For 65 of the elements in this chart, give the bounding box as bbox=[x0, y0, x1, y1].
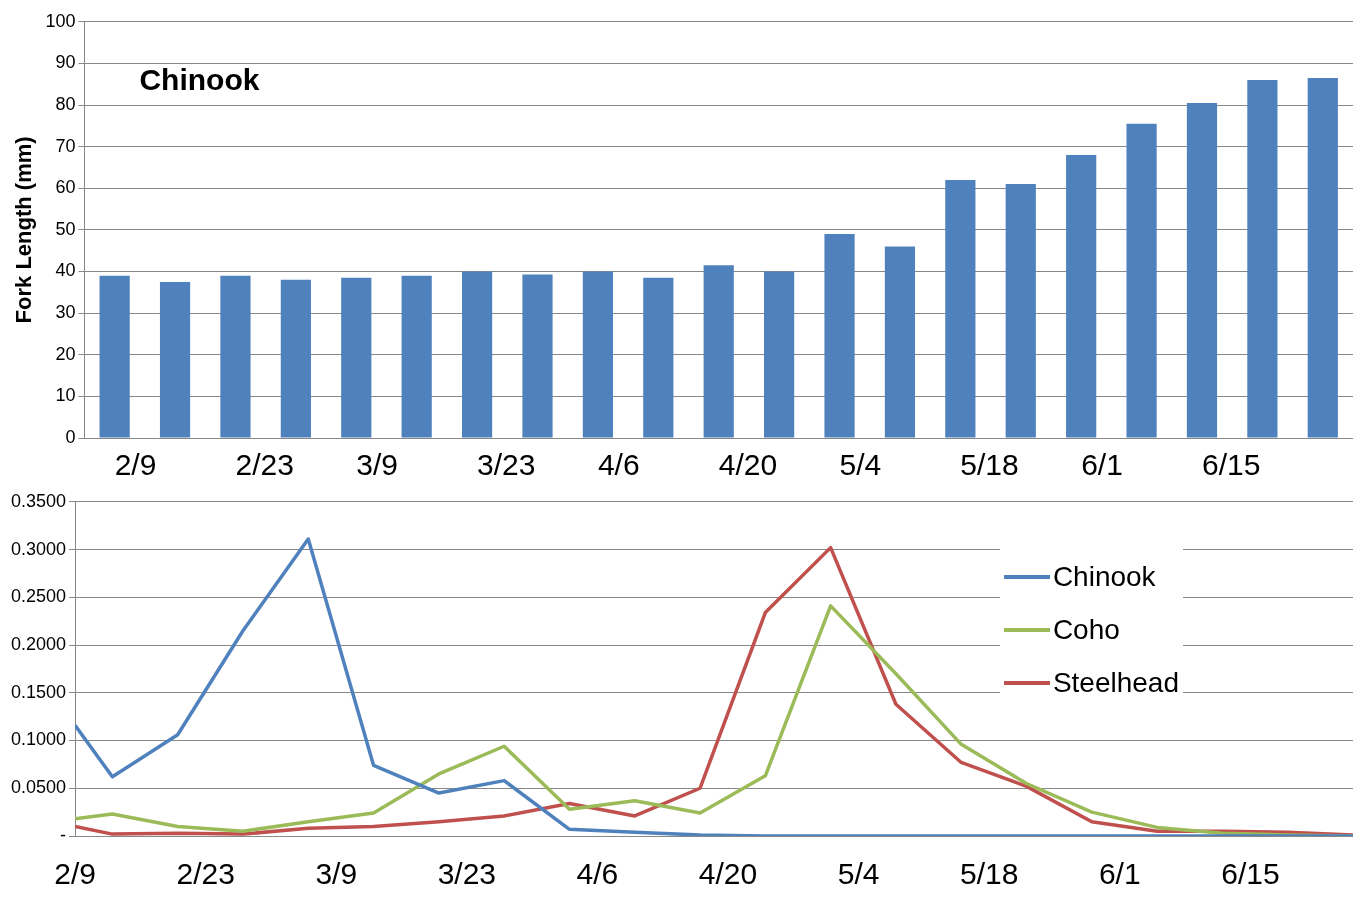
x-tick-label: 3/23 bbox=[437, 857, 497, 891]
bar bbox=[1005, 184, 1036, 438]
y-tick-label: 0 bbox=[65, 426, 76, 447]
bar bbox=[884, 246, 916, 438]
bar bbox=[582, 271, 613, 438]
bar bbox=[1126, 123, 1157, 438]
x-tick-label: 3/9 bbox=[315, 857, 358, 891]
bar bbox=[220, 275, 251, 438]
annotation: Chinook bbox=[139, 63, 260, 97]
x-tick-label: 3/9 bbox=[356, 448, 398, 482]
y-tick-label: 60 bbox=[55, 177, 76, 198]
x-tick-label: 2/9 bbox=[54, 857, 96, 891]
y-tick-label: 50 bbox=[55, 218, 76, 239]
y-tick-label: - bbox=[60, 824, 67, 845]
y-tick-label: 0.3000 bbox=[10, 538, 67, 559]
y-tick-label: 0.2000 bbox=[10, 634, 67, 654]
y-tick-label: 10 bbox=[55, 385, 76, 406]
y-tick-label: 0.2500 bbox=[10, 586, 67, 607]
y-tick-label: 70 bbox=[55, 135, 76, 156]
x-tick-label: 2/23 bbox=[176, 857, 235, 891]
x-tick-label: 5/18 bbox=[960, 448, 1019, 482]
y-tick-label: 80 bbox=[55, 94, 76, 115]
legend-label: Chinook bbox=[1052, 560, 1156, 593]
bar bbox=[1307, 77, 1338, 438]
bar bbox=[643, 277, 674, 438]
y-tick-label: 20 bbox=[55, 343, 76, 364]
x-tick-label: 2/9 bbox=[114, 448, 157, 482]
bar bbox=[522, 274, 553, 438]
bar bbox=[461, 271, 493, 438]
x-tick-label: 6/1 bbox=[1081, 448, 1123, 482]
x-tick-label: 2/23 bbox=[235, 448, 294, 482]
x-tick-label: 5/18 bbox=[960, 857, 1019, 891]
y-tick-label: 0.1000 bbox=[10, 729, 67, 750]
x-tick-label: 4/20 bbox=[718, 448, 778, 482]
bar bbox=[280, 279, 311, 438]
bar bbox=[703, 265, 734, 438]
x-tick-label: 4/20 bbox=[698, 857, 758, 891]
bar bbox=[341, 277, 372, 438]
y-tick-label: 100 bbox=[45, 10, 76, 31]
bar bbox=[945, 179, 976, 438]
x-tick-label: 3/23 bbox=[477, 448, 536, 482]
y-tick-label: 40 bbox=[55, 260, 76, 281]
legend-label: Coho bbox=[1052, 613, 1120, 646]
x-tick-label: 5/4 bbox=[839, 448, 882, 482]
y-tick-label: 30 bbox=[55, 302, 76, 323]
y-tick-label: 0.3500 bbox=[10, 490, 67, 511]
x-tick-label: 5/4 bbox=[837, 857, 880, 891]
y-tick-label: 0.0500 bbox=[10, 777, 67, 798]
x-tick-label: 6/1 bbox=[1098, 857, 1141, 891]
legend-label: Steelhead bbox=[1052, 666, 1179, 699]
x-tick-label: 6/15 bbox=[1221, 857, 1280, 891]
bar bbox=[1186, 102, 1218, 438]
bar bbox=[1247, 80, 1278, 438]
bar bbox=[401, 275, 432, 438]
x-tick-label: 4/6 bbox=[597, 448, 640, 482]
y-tick-label: 90 bbox=[55, 52, 76, 73]
y-tick-label: 0.1500 bbox=[10, 681, 67, 702]
y-axis-title: Fork Length (mm) bbox=[11, 136, 37, 324]
bar bbox=[99, 275, 130, 438]
bar bbox=[764, 271, 795, 438]
bar bbox=[1066, 154, 1097, 438]
bar bbox=[159, 281, 191, 438]
x-tick-label: 6/15 bbox=[1201, 448, 1261, 482]
bar bbox=[824, 234, 855, 438]
x-tick-label: 4/6 bbox=[576, 857, 619, 891]
